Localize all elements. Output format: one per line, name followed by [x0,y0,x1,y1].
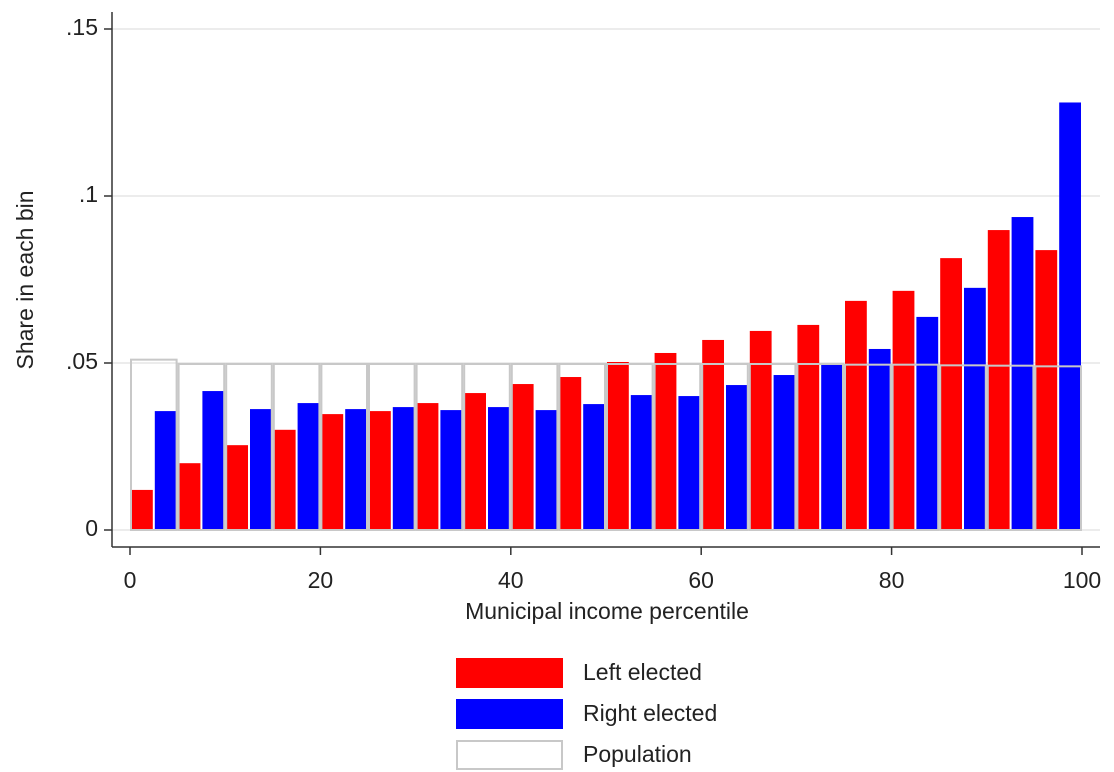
bar [749,330,772,530]
bar [559,377,582,530]
bar [939,364,987,532]
bar [678,396,701,530]
legend-swatch [456,658,563,688]
bar [558,363,607,532]
bar [345,409,367,530]
y-tick-label: .1 [79,181,98,207]
bar [654,352,677,530]
legend-swatch [456,740,563,770]
bar [154,411,177,530]
legend-label: Population [583,741,692,767]
bar [1011,217,1034,531]
legend-label: Left elected [583,659,702,685]
bar [131,489,153,530]
bar [797,324,820,530]
bar [796,363,845,532]
bar [225,363,273,532]
bar [368,363,416,532]
bar [273,429,296,530]
bar [986,364,1035,531]
x-tick-label: 100 [1063,567,1101,593]
bar [272,363,321,532]
bar [702,339,724,530]
bar [606,363,654,532]
bar [177,363,226,532]
bar [964,287,986,530]
bar [178,463,201,530]
bar [630,395,653,530]
bar [583,404,605,530]
bar [415,363,464,532]
legend-label: Right elected [583,700,717,726]
y-tick-label: 0 [85,515,98,541]
bar [320,363,368,532]
y-tick-label: .15 [66,14,98,40]
bar [488,407,510,530]
bar [987,230,1010,530]
bar [511,384,534,530]
bar [891,363,940,532]
x-tick-label: 60 [688,567,714,593]
bar [845,300,867,530]
legend-swatch [456,699,563,729]
bar [535,410,558,530]
bar [940,258,962,530]
bar [916,316,939,530]
bar [297,403,320,530]
bar [416,403,439,530]
bar [701,363,749,532]
bar [773,375,796,530]
bar [821,363,843,530]
bar [748,363,797,532]
bar [607,361,629,530]
bar [392,407,415,530]
x-tick-label: 0 [124,567,137,593]
bar [226,445,248,530]
bar [844,363,892,532]
bar [510,363,559,532]
x-tick-label: 40 [498,567,524,593]
bar [130,358,178,531]
bar [464,393,486,530]
bar [1035,250,1058,530]
bar [726,385,748,530]
y-tick-label: .05 [66,348,98,374]
bar [202,391,225,530]
x-tick-label: 20 [308,567,334,593]
y-axis-label: Share in each bin [12,190,38,369]
bar [653,363,702,532]
bar [1034,365,1083,531]
bar [868,348,891,530]
bar [463,363,511,532]
bar [321,414,344,530]
bar [440,410,463,530]
bar [1059,102,1081,530]
x-axis-label: Municipal income percentile [465,598,749,624]
x-tick-label: 80 [879,567,905,593]
bar [250,409,272,530]
bar [892,290,915,530]
bar [369,411,391,530]
